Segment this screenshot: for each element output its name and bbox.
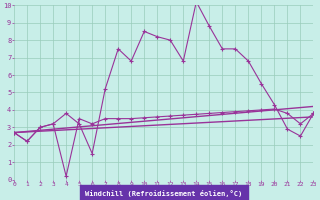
X-axis label: Windchill (Refroidissement éolien,°C): Windchill (Refroidissement éolien,°C) bbox=[85, 190, 242, 197]
